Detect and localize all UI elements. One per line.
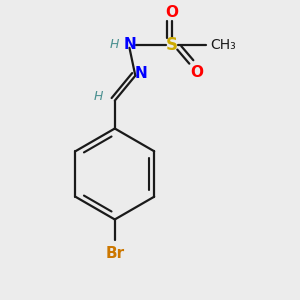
Text: H: H — [110, 38, 119, 51]
Text: H: H — [94, 90, 103, 103]
Text: N: N — [124, 38, 137, 52]
Text: Br: Br — [105, 247, 124, 262]
Text: O: O — [166, 4, 178, 20]
Text: O: O — [190, 65, 203, 80]
Text: N: N — [134, 66, 147, 81]
Text: S: S — [166, 36, 178, 54]
Text: CH₃: CH₃ — [211, 38, 236, 52]
